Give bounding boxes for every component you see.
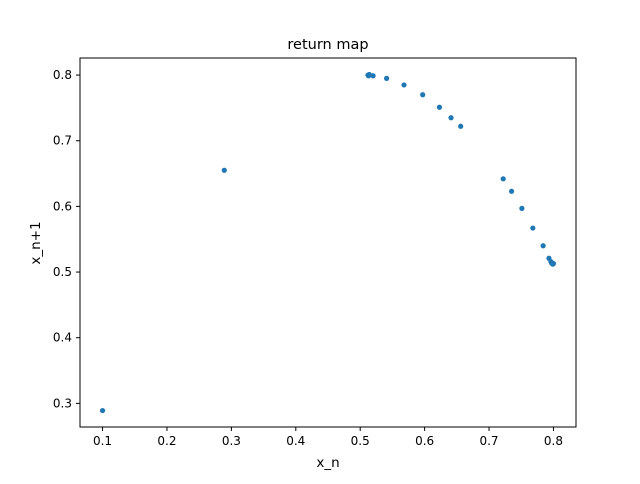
x-axis-label: x_n	[316, 455, 339, 471]
y-tick-label: 0.5	[53, 265, 72, 279]
y-tick-label: 0.6	[53, 199, 72, 213]
data-point	[221, 167, 227, 173]
x-tick-label: 0.5	[351, 434, 370, 448]
data-point	[420, 92, 426, 98]
data-point	[370, 73, 376, 79]
x-tick-label: 0.2	[157, 434, 176, 448]
data-points	[99, 71, 557, 414]
data-point	[530, 225, 536, 231]
y-tick-label: 0.4	[53, 331, 72, 345]
x-tick-label: 0.3	[222, 434, 241, 448]
data-point	[500, 176, 506, 182]
x-tick-label: 0.4	[286, 434, 305, 448]
x-axis: 0.1 0.2 0.3 0.4 0.5 0.6 0.7 0.8	[93, 427, 563, 448]
y-axis: 0.3 0.4 0.5 0.6 0.7 0.8	[53, 68, 80, 410]
x-tick-label: 0.6	[415, 434, 434, 448]
data-point	[540, 243, 546, 249]
data-point	[401, 82, 407, 88]
data-point	[508, 188, 515, 194]
y-tick-label: 0.7	[53, 134, 72, 148]
x-tick-label: 0.8	[544, 434, 563, 448]
x-tick-label: 0.7	[479, 434, 498, 448]
y-axis-label: x_n+1	[28, 221, 44, 264]
y-tick-label: 0.8	[53, 68, 72, 82]
data-point	[550, 260, 557, 267]
data-point	[384, 75, 390, 81]
x-tick-label: 0.1	[93, 434, 112, 448]
data-point	[458, 123, 464, 129]
chart-title: return map	[287, 37, 368, 53]
data-point	[99, 407, 106, 414]
data-point	[519, 205, 525, 211]
data-point	[436, 104, 443, 110]
plot-frame	[79, 57, 577, 428]
data-point	[448, 115, 454, 121]
y-tick-label: 0.3	[53, 396, 72, 410]
